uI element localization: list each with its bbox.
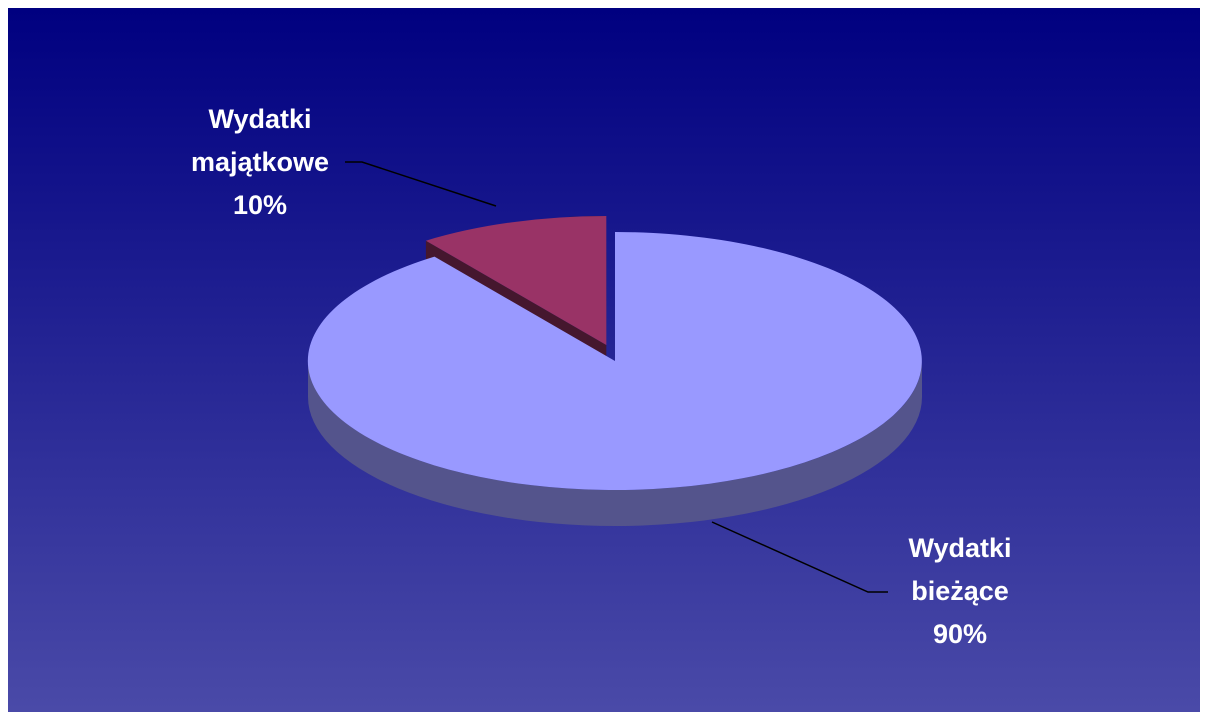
label-value: 90% — [932, 619, 988, 649]
slice-wall — [308, 361, 922, 526]
data-label: Wydatki majątkowe 10% — [170, 98, 350, 227]
leader-line — [345, 161, 497, 207]
label-category: Wydatki bieżące — [908, 533, 1012, 606]
label-category: Wydatki majątkowe — [190, 104, 330, 177]
leader-line — [711, 521, 888, 593]
pie-slice — [307, 232, 922, 490]
label-value: 10% — [232, 190, 288, 220]
pie-slice — [425, 216, 607, 346]
data-label: Wydatki bieżące 90% — [870, 527, 1050, 656]
